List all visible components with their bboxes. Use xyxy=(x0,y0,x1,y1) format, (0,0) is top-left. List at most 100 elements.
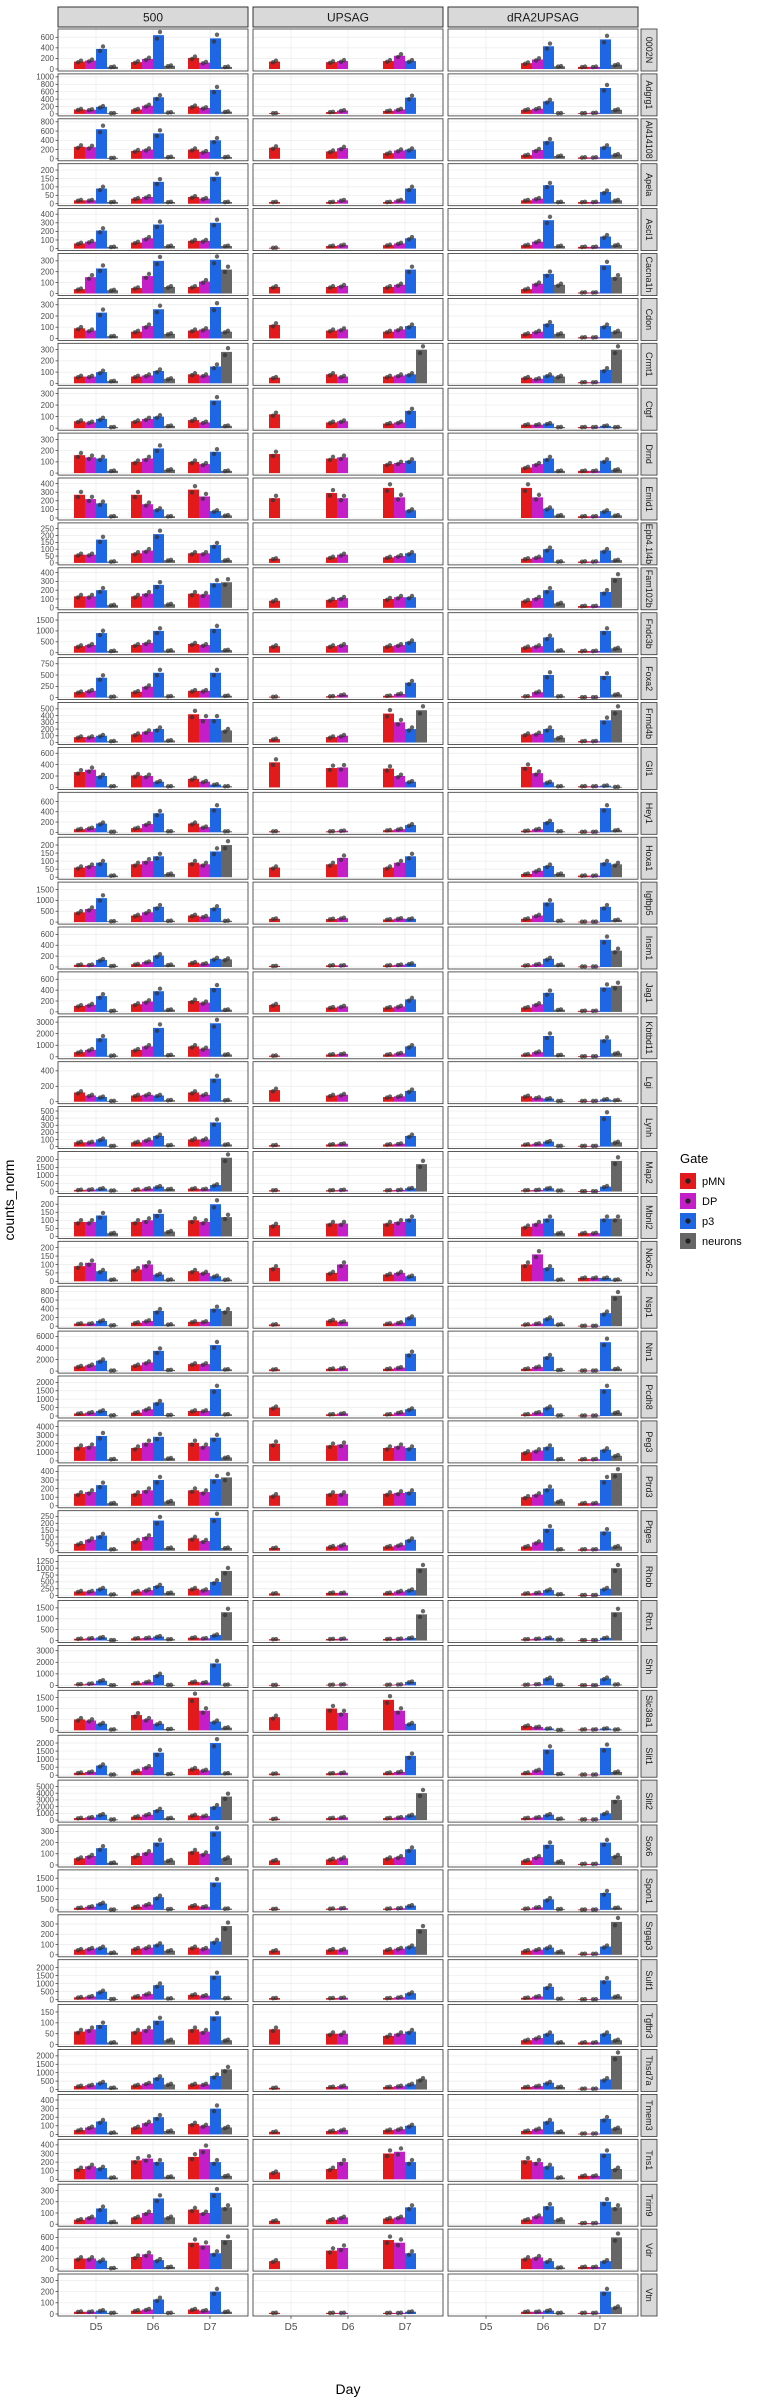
replicate-point xyxy=(409,851,415,856)
replicate-point xyxy=(86,456,92,462)
replicate-point xyxy=(406,187,412,193)
row-strip xyxy=(640,1689,658,1733)
bar xyxy=(521,333,532,339)
bar xyxy=(210,511,221,518)
replicate-point xyxy=(270,866,276,871)
replicate-point xyxy=(601,1842,607,1848)
bar xyxy=(96,1097,107,1102)
row-strip xyxy=(640,1779,658,1823)
panel-border xyxy=(252,1689,444,1733)
bar xyxy=(532,1052,543,1057)
replicate-point xyxy=(338,1320,344,1325)
bar xyxy=(131,62,142,69)
replicate-point xyxy=(406,596,412,601)
bar xyxy=(405,641,416,653)
panel-border xyxy=(252,567,444,611)
bar xyxy=(85,499,96,518)
replicate-point xyxy=(108,334,114,339)
bar xyxy=(394,1272,405,1282)
replicate-point xyxy=(533,330,539,335)
bar xyxy=(199,594,210,608)
y-tick-label: 400 xyxy=(41,986,55,995)
y-tick-label: 0 xyxy=(50,1906,55,1915)
replicate-point xyxy=(409,995,415,1001)
replicate-point xyxy=(409,184,415,189)
replicate-point xyxy=(89,1258,95,1263)
replicate-point xyxy=(604,82,610,88)
replicate-point xyxy=(222,558,228,563)
replicate-point xyxy=(406,1848,412,1854)
bar xyxy=(532,241,543,249)
bar xyxy=(199,422,210,429)
replicate-point xyxy=(522,1322,528,1327)
replicate-point xyxy=(200,1710,206,1715)
replicate-point xyxy=(214,394,220,400)
replicate-point xyxy=(78,324,84,330)
replicate-point xyxy=(165,467,171,473)
replicate-point xyxy=(146,454,152,459)
panel-border xyxy=(252,1645,444,1688)
bar xyxy=(131,1221,142,1237)
replicate-point xyxy=(590,1008,596,1014)
replicate-point xyxy=(203,860,209,865)
replicate-point xyxy=(387,1693,393,1699)
replicate-point xyxy=(165,1367,171,1373)
replicate-point xyxy=(615,1214,621,1219)
bar xyxy=(394,597,405,608)
bar xyxy=(74,1221,85,1237)
bar xyxy=(416,349,427,384)
bar xyxy=(405,1218,416,1237)
replicate-point xyxy=(154,1184,160,1190)
replicate-point xyxy=(327,285,333,290)
bar xyxy=(188,149,199,159)
bar xyxy=(199,827,210,833)
replicate-point xyxy=(108,288,114,293)
bar xyxy=(405,1317,416,1327)
y-tick-label: 0 xyxy=(50,1726,55,1735)
bar xyxy=(74,1858,85,1865)
replicate-point xyxy=(97,268,103,274)
replicate-point xyxy=(200,1093,206,1098)
bar xyxy=(269,762,280,788)
replicate-point xyxy=(555,1682,561,1688)
replicate-point xyxy=(341,853,347,858)
replicate-point xyxy=(533,462,539,468)
bar xyxy=(600,1479,611,1506)
replicate-point xyxy=(214,1432,220,1438)
replicate-point xyxy=(555,1592,561,1597)
bar xyxy=(210,1721,221,1731)
bar xyxy=(199,1094,210,1102)
y-tick-label: 1000 xyxy=(36,1564,54,1573)
replicate-point xyxy=(533,1141,539,1147)
bar xyxy=(394,284,405,294)
bar xyxy=(153,906,164,923)
replicate-point xyxy=(590,380,596,385)
replicate-point xyxy=(89,765,95,770)
replicate-point xyxy=(338,1543,344,1548)
y-tick-label: 200 xyxy=(41,357,55,366)
bar xyxy=(221,845,232,878)
replicate-point xyxy=(409,1132,415,1137)
bar xyxy=(611,154,622,159)
replicate-point xyxy=(200,1320,206,1325)
replicate-point xyxy=(406,1447,412,1452)
bar xyxy=(337,1858,348,1865)
bar xyxy=(131,1004,142,1012)
replicate-point xyxy=(214,84,220,90)
replicate-point xyxy=(579,1323,585,1329)
replicate-point xyxy=(189,1219,195,1225)
bar xyxy=(532,1857,543,1865)
y-tick-label: 2000 xyxy=(36,1029,54,1038)
replicate-point xyxy=(533,827,539,832)
replicate-point xyxy=(165,1726,171,1732)
replicate-point xyxy=(409,1845,415,1850)
y-tick-label: 100 xyxy=(41,595,55,604)
replicate-point xyxy=(417,1164,423,1170)
bar xyxy=(74,1493,85,1506)
bar xyxy=(326,62,337,69)
replicate-point xyxy=(132,1769,138,1774)
replicate-point xyxy=(86,1003,92,1008)
bar xyxy=(85,1856,96,1865)
panel-border xyxy=(447,657,639,700)
replicate-point xyxy=(579,244,585,250)
